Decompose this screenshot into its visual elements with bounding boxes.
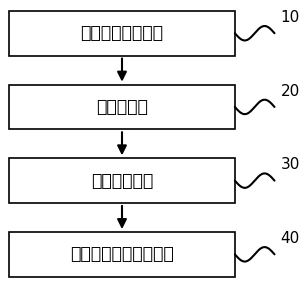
Bar xyxy=(9,232,235,277)
Bar xyxy=(9,11,235,55)
Text: 获取谐波测试数据: 获取谐波测试数据 xyxy=(81,24,163,42)
Text: 10: 10 xyxy=(281,10,300,25)
Text: 测算等效系统谐波阻抗: 测算等效系统谐波阻抗 xyxy=(70,245,174,263)
Text: 30: 30 xyxy=(281,157,300,172)
Text: 40: 40 xyxy=(281,231,300,246)
Text: 数据预处理: 数据预处理 xyxy=(96,98,148,116)
Bar xyxy=(9,84,235,129)
Bar xyxy=(9,158,235,203)
Text: 20: 20 xyxy=(281,84,300,99)
Text: 筛选谐波数据: 筛选谐波数据 xyxy=(91,172,153,190)
